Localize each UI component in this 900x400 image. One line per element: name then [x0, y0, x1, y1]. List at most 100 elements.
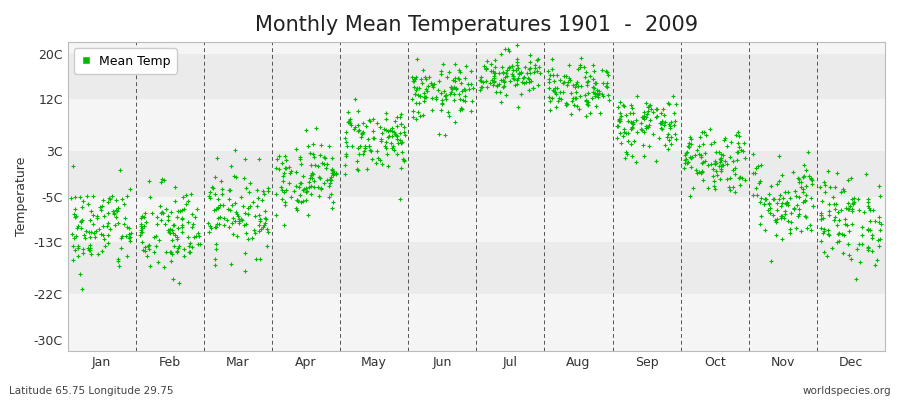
- Point: [242, 180, 256, 186]
- Point: [325, 205, 339, 211]
- Point: [320, 160, 335, 167]
- Point: [544, 107, 558, 113]
- Point: [190, 206, 204, 212]
- Point: [614, 113, 628, 120]
- Point: [234, 217, 248, 223]
- Point: [584, 94, 598, 101]
- Point: [797, 198, 812, 204]
- Point: [222, 187, 237, 194]
- Point: [110, 208, 124, 214]
- Point: [493, 51, 508, 57]
- Point: [415, 80, 429, 86]
- Point: [302, 179, 316, 186]
- Point: [111, 256, 125, 263]
- Point: [252, 221, 266, 228]
- Point: [488, 57, 502, 64]
- Point: [428, 96, 443, 102]
- Point: [92, 225, 106, 232]
- Point: [642, 103, 656, 109]
- Point: [231, 213, 246, 220]
- Point: [873, 193, 887, 200]
- Point: [517, 80, 531, 86]
- Point: [683, 164, 698, 170]
- Point: [613, 118, 627, 124]
- Point: [804, 174, 818, 181]
- Point: [354, 134, 368, 140]
- Point: [282, 164, 296, 170]
- Point: [156, 210, 170, 217]
- Point: [258, 214, 273, 221]
- Point: [68, 232, 83, 239]
- Point: [223, 261, 238, 268]
- Point: [658, 141, 672, 148]
- Point: [552, 94, 566, 101]
- Point: [472, 86, 487, 93]
- Point: [502, 64, 517, 70]
- Point: [490, 83, 504, 89]
- Point: [277, 199, 292, 206]
- Point: [599, 84, 614, 90]
- Point: [806, 203, 821, 210]
- Point: [182, 249, 196, 255]
- Point: [350, 128, 365, 134]
- Point: [722, 183, 736, 190]
- Point: [726, 184, 741, 190]
- Point: [113, 234, 128, 241]
- Point: [242, 189, 256, 196]
- Point: [541, 67, 555, 74]
- Point: [229, 173, 243, 180]
- Point: [163, 226, 177, 232]
- Point: [284, 168, 298, 174]
- Point: [440, 74, 454, 80]
- Point: [154, 216, 168, 223]
- Point: [356, 129, 370, 136]
- Point: [708, 160, 723, 166]
- Point: [358, 122, 373, 129]
- Point: [733, 174, 747, 180]
- Point: [708, 167, 723, 174]
- Point: [638, 114, 652, 120]
- Point: [508, 76, 522, 82]
- Point: [656, 122, 670, 128]
- Point: [79, 228, 94, 234]
- Point: [610, 135, 625, 141]
- Point: [836, 186, 850, 192]
- Point: [777, 215, 791, 221]
- Point: [176, 194, 190, 200]
- Point: [612, 116, 626, 123]
- Point: [796, 173, 811, 179]
- Point: [751, 163, 765, 169]
- Point: [457, 86, 472, 92]
- Point: [445, 85, 459, 91]
- Point: [612, 118, 626, 124]
- Point: [306, 150, 320, 157]
- Point: [805, 194, 819, 201]
- Point: [258, 208, 273, 214]
- Point: [475, 84, 490, 90]
- Point: [379, 116, 393, 122]
- Point: [854, 241, 868, 247]
- Point: [464, 108, 478, 114]
- Point: [501, 46, 516, 52]
- Point: [410, 85, 424, 91]
- Point: [487, 70, 501, 76]
- Point: [527, 64, 542, 71]
- Point: [798, 213, 813, 220]
- Point: [835, 250, 850, 256]
- Point: [580, 100, 595, 107]
- Point: [821, 168, 835, 175]
- Point: [653, 124, 668, 131]
- Point: [454, 69, 468, 76]
- Point: [352, 151, 366, 157]
- Point: [448, 74, 463, 81]
- Point: [542, 76, 556, 82]
- Point: [135, 224, 149, 231]
- Point: [83, 217, 97, 224]
- Point: [236, 203, 250, 210]
- Point: [851, 196, 866, 202]
- Point: [562, 62, 577, 68]
- Point: [314, 141, 328, 148]
- Point: [309, 125, 323, 132]
- Point: [746, 192, 760, 198]
- Point: [364, 156, 379, 162]
